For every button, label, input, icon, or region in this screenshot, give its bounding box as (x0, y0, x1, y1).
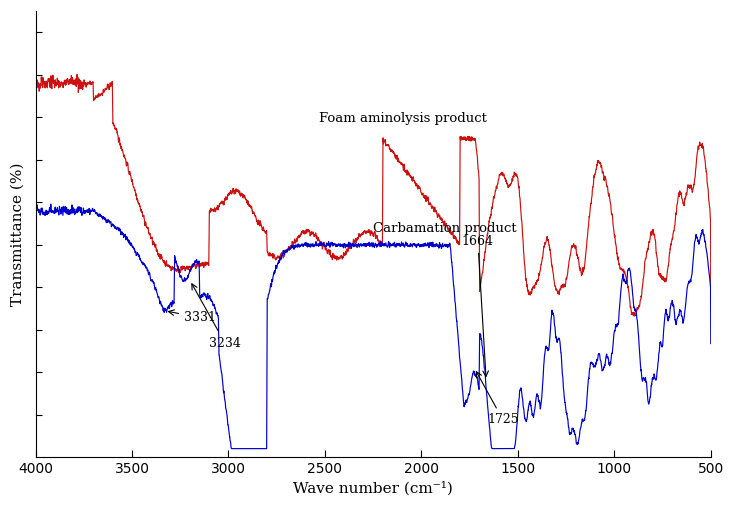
X-axis label: Wave number (cm⁻¹): Wave number (cm⁻¹) (293, 482, 453, 496)
Text: 1664: 1664 (462, 235, 494, 377)
Text: 3331: 3331 (168, 310, 216, 324)
Text: Carbamation product: Carbamation product (373, 222, 517, 235)
Text: Foam aminolysis product: Foam aminolysis product (319, 112, 487, 125)
Y-axis label: Transmittance (%): Transmittance (%) (11, 162, 25, 306)
Text: 3234: 3234 (192, 284, 241, 350)
Text: 1725: 1725 (476, 372, 519, 426)
